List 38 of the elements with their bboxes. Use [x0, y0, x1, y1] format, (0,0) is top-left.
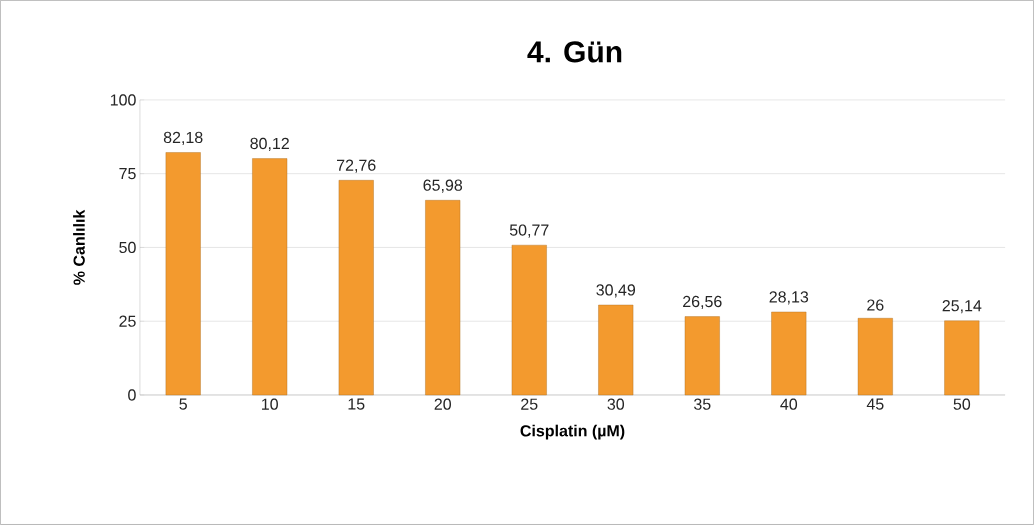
data-label: 82,18	[163, 131, 203, 145]
data-label: 65,98	[423, 179, 463, 193]
x-tick-label: 50	[953, 398, 971, 410]
y-tick-label: 50	[119, 241, 136, 254]
bar	[684, 316, 720, 396]
bar	[511, 245, 547, 396]
y-axis-title: % Canlılık	[73, 209, 85, 285]
bar	[425, 200, 461, 396]
y-tick-label: 0	[128, 389, 136, 401]
y-tick-label: 100	[110, 94, 136, 106]
data-label: 80,12	[250, 137, 289, 152]
data-label: 50,77	[509, 224, 549, 238]
x-tick-label: 35	[694, 398, 711, 410]
bar	[598, 304, 634, 396]
bar	[338, 180, 374, 396]
x-tick-label: 45	[866, 398, 884, 410]
x-tick-label: 25	[521, 398, 538, 410]
data-label: 72,76	[337, 159, 376, 173]
x-tick-label: 40	[780, 398, 798, 410]
bar	[252, 158, 288, 396]
bar	[857, 318, 893, 396]
x-axis-title: Cisplatin (µM)	[520, 424, 625, 440]
x-tick-label: 30	[607, 398, 625, 410]
x-tick-label: 20	[434, 398, 452, 410]
data-label: 25,14	[942, 300, 982, 314]
data-label: 26	[867, 299, 884, 311]
x-tick-label: 10	[262, 398, 278, 410]
data-label: 26,56	[683, 295, 722, 310]
bar	[944, 320, 980, 396]
chart-title: 4. Gün	[527, 41, 622, 63]
y-tick-label: 75	[119, 168, 136, 180]
data-label: 28,13	[769, 291, 809, 305]
y-tick-label: 25	[119, 315, 136, 327]
bar	[165, 152, 201, 396]
data-label: 30,49	[596, 284, 636, 298]
x-tick-label: 5	[179, 398, 187, 410]
bar	[771, 311, 807, 396]
x-tick-label: 15	[348, 398, 365, 410]
